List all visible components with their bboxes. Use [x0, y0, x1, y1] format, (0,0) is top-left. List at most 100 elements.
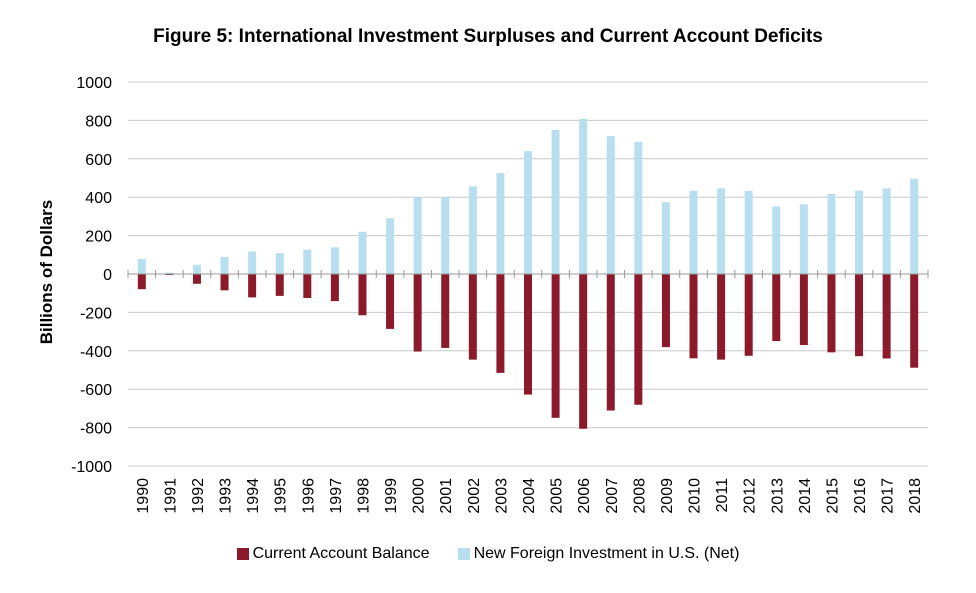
bar-current-account — [689, 274, 698, 359]
y-axis-ticks: -1000 -800 -600 -400 -200 0 200 400 600 800 1000 — [71, 75, 112, 476]
bar-current-account — [524, 274, 532, 395]
x-tick-label: 2003 — [493, 478, 510, 514]
bar-current-account — [192, 274, 201, 284]
bar-foreign-investment — [744, 190, 753, 274]
legend-label-current-account: Current Account Balance — [252, 545, 430, 562]
bar-current-account — [303, 274, 312, 298]
bar-current-account — [606, 274, 615, 411]
x-tick-label: 2012 — [742, 478, 759, 514]
y-tick-label: 800 — [85, 113, 112, 130]
legend-swatch-current-account — [236, 548, 249, 560]
bar-current-account — [772, 274, 781, 342]
bar-foreign-investment — [524, 151, 532, 274]
x-axis — [127, 270, 929, 278]
bar-foreign-investment — [413, 197, 422, 274]
x-tick-label: 1992 — [190, 478, 207, 514]
x-tick-label: 1995 — [273, 478, 290, 514]
bar-current-account — [330, 274, 339, 302]
chart-title: Figure 5: International Investment Surpl… — [153, 26, 823, 47]
bar-foreign-investment — [689, 190, 698, 274]
bar-foreign-investment — [192, 264, 201, 274]
legend-item-foreign-investment: New Foreign Investment in U.S. (Net) — [457, 545, 740, 563]
bar-current-account — [634, 274, 643, 405]
x-tick-label: 2007 — [604, 478, 621, 514]
bar-current-account — [910, 274, 919, 368]
bar-current-account — [827, 274, 836, 353]
bar-foreign-investment — [606, 136, 615, 274]
bar-current-account — [468, 274, 477, 360]
bar-foreign-investment — [855, 190, 864, 274]
y-tick-label: -600 — [80, 382, 112, 399]
y-tick-label: 600 — [85, 152, 112, 169]
x-tick-label: 2004 — [521, 478, 538, 514]
x-tick-label: 2013 — [769, 478, 786, 514]
x-tick-label: 1994 — [245, 478, 262, 514]
y-tick-label: -200 — [80, 305, 112, 322]
bar-current-account — [441, 274, 450, 348]
bar-foreign-investment — [661, 202, 670, 274]
x-tick-label: 2009 — [659, 478, 676, 514]
bar-current-account — [413, 274, 422, 352]
x-tick-label: 2016 — [852, 478, 869, 514]
bar-foreign-investment — [220, 256, 229, 274]
bar-foreign-investment — [386, 218, 395, 274]
bar-foreign-investment — [330, 247, 339, 274]
x-tick-label: 2010 — [687, 478, 704, 514]
y-tick-label: 400 — [85, 190, 112, 207]
y-tick-label: -800 — [80, 421, 112, 438]
x-tick-label: 1991 — [162, 478, 179, 514]
y-tick-label: 0 — [103, 267, 112, 284]
bar-foreign-investment — [827, 193, 836, 274]
bar-current-account — [744, 274, 753, 356]
bar-current-account — [248, 274, 257, 298]
bar-foreign-investment — [303, 249, 312, 274]
x-tick-label: 2002 — [466, 478, 483, 514]
x-tick-label: 2005 — [549, 478, 566, 514]
bar-current-account — [358, 274, 367, 316]
legend-label-foreign-investment: New Foreign Investment in U.S. (Net) — [473, 545, 740, 562]
bar-current-account — [661, 274, 670, 348]
bar-foreign-investment — [137, 259, 146, 274]
bar-foreign-investment — [717, 188, 726, 274]
y-tick-label: 1000 — [76, 75, 112, 92]
bar-foreign-investment — [772, 206, 781, 274]
y-axis-label: Billions of Dollars — [37, 200, 56, 345]
x-tick-label: 1997 — [328, 478, 345, 514]
legend: Current Account Balance New Foreign Inve… — [0, 545, 976, 563]
bar-foreign-investment — [165, 272, 174, 274]
bar-current-account — [799, 274, 808, 346]
bar-foreign-investment — [275, 253, 284, 274]
x-tick-label: 2000 — [411, 478, 428, 514]
x-tick-label: 1990 — [135, 478, 152, 514]
bar-current-account — [386, 274, 395, 329]
legend-item-current-account: Current Account Balance — [236, 545, 430, 563]
x-tick-label: 2014 — [797, 478, 814, 514]
bar-foreign-investment — [496, 173, 505, 274]
x-tick-label: 2017 — [880, 478, 897, 514]
bar-current-account — [496, 274, 505, 373]
bars — [137, 118, 919, 429]
bar-current-account — [137, 274, 146, 290]
x-tick-label: 2006 — [576, 478, 593, 514]
x-tick-label: 2001 — [438, 478, 455, 514]
bar-current-account — [551, 274, 560, 418]
bar-current-account — [717, 274, 726, 360]
bar-current-account — [579, 274, 588, 429]
bar-current-account — [855, 274, 864, 357]
bar-foreign-investment — [551, 130, 560, 274]
x-tick-label: 1993 — [218, 478, 235, 514]
bar-current-account — [882, 274, 891, 359]
y-tick-label: 200 — [85, 229, 112, 246]
bar-foreign-investment — [441, 197, 450, 274]
x-tick-label: 2008 — [631, 478, 648, 514]
x-tick-label: 1999 — [383, 478, 400, 514]
y-tick-label: -400 — [80, 344, 112, 361]
x-tick-label: 1998 — [355, 478, 372, 514]
bar-current-account — [275, 274, 284, 296]
bar-foreign-investment — [634, 141, 643, 274]
bar-foreign-investment — [799, 204, 808, 274]
bar-foreign-investment — [910, 178, 919, 274]
x-axis-tick-labels: 1990 1991 1992 1993 1994 1995 1996 1997 1998 1999… — [135, 478, 924, 514]
y-tick-label: -1000 — [71, 459, 112, 476]
